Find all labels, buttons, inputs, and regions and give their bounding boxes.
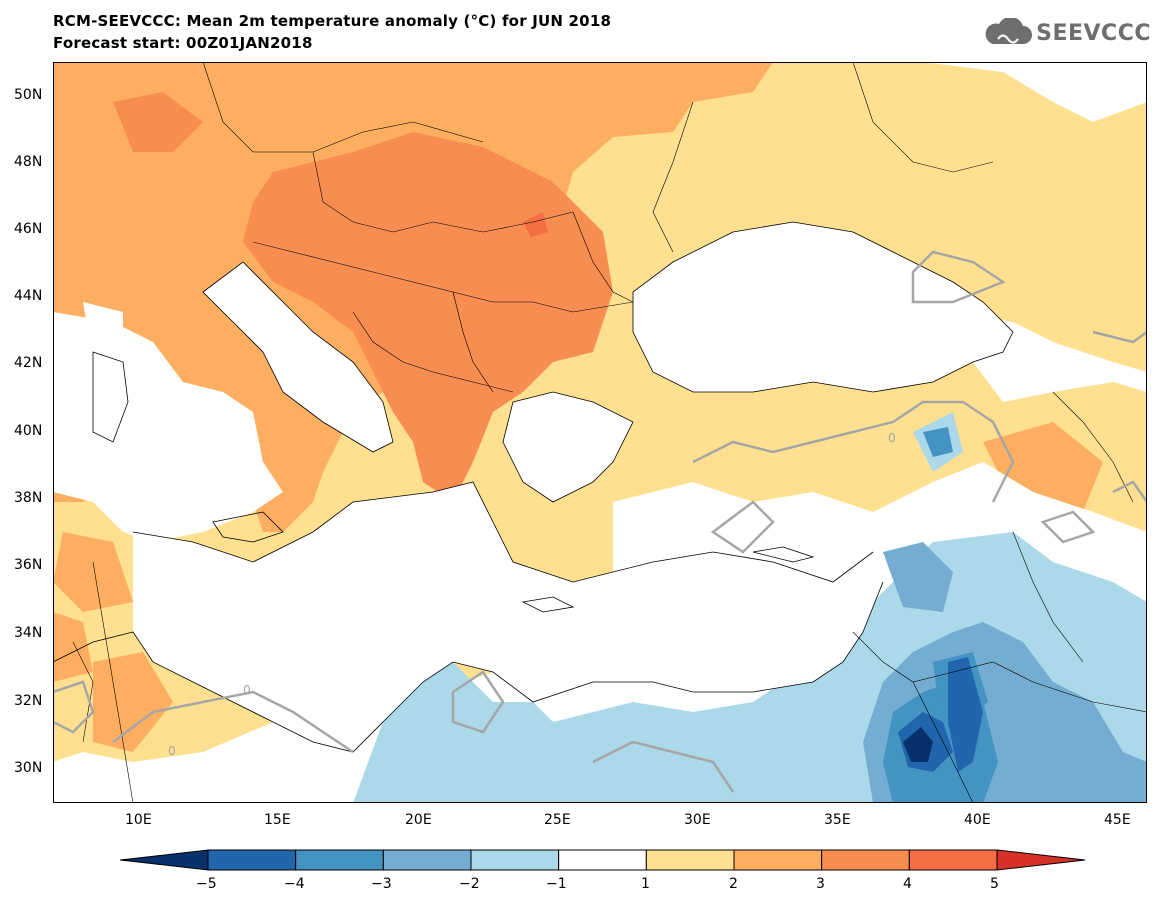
lon-label: 10E [125, 812, 152, 828]
contour-label: 0 [243, 683, 251, 697]
colorbar-tick-label: 4 [903, 876, 912, 892]
colorbar-swatch [733, 849, 823, 871]
colorbar-tick-label: 3 [816, 876, 825, 892]
seevccc-logo: SEEVCCC [981, 18, 1151, 48]
mediterranean-sea [133, 482, 883, 752]
lat-label: 48N [14, 154, 43, 170]
colorbar-max-arrow [996, 849, 1086, 871]
cloud-icon [985, 18, 1033, 44]
lon-label: 20E [405, 812, 432, 828]
anomaly-minus2-minus3-region [883, 542, 953, 612]
anomaly-2-3-region [53, 532, 133, 612]
lon-label: 35E [824, 812, 851, 828]
lat-label: 46N [14, 221, 43, 237]
lon-label: 25E [544, 812, 571, 828]
anomaly-minus4-minus5-region [948, 657, 983, 772]
colorbar-swatch [207, 849, 297, 871]
colorbar-tick-label: −5 [196, 876, 217, 892]
adriatic-sea [203, 262, 393, 452]
lat-label: 34N [14, 625, 43, 641]
colorbar-swatch [382, 849, 472, 871]
anomaly-3-4-region [113, 92, 203, 152]
lat-label: 42N [14, 355, 43, 371]
colorbar-swatch [645, 849, 735, 871]
colorbar-tick-label: −4 [284, 876, 305, 892]
colorbar-tick-label: −3 [371, 876, 392, 892]
coastlines [53, 221, 1014, 753]
colorbar-tick-label: −1 [546, 876, 567, 892]
anomaly-2-3-region [53, 612, 93, 682]
lat-label: 36N [14, 557, 43, 573]
lat-label: 30N [14, 760, 43, 776]
contour-label: 0 [168, 744, 176, 758]
colorbar-swatch [295, 849, 384, 871]
anomaly-map: 0 0 0 [53, 62, 1147, 803]
colorbar-swatch [908, 849, 998, 871]
ligurian-sea [83, 302, 123, 362]
colorbar-tick-label: −2 [459, 876, 480, 892]
colorbar-swatch [821, 849, 910, 871]
colorbar-swatch [470, 849, 560, 871]
sea-of-azov [813, 252, 873, 282]
colorbar-tick-label: 1 [641, 876, 650, 892]
lon-label: 40E [964, 812, 991, 828]
anomaly-2-3-region [93, 652, 173, 752]
anomaly-below-minus5-region [903, 727, 933, 762]
forecast-start-label: Forecast start: 00Z01JAN2018 [53, 34, 313, 52]
map-title: RCM-SEEVCCC: Mean 2m temperature anomaly… [53, 12, 612, 30]
lat-label: 50N [14, 87, 43, 103]
lon-label: 15E [264, 812, 291, 828]
logo-text: SEEVCCC [1036, 20, 1151, 46]
lon-label: 45E [1104, 812, 1131, 828]
anomaly-neutral-region [773, 62, 1147, 122]
lat-label: 44N [14, 288, 43, 304]
anomaly-minus2-minus3-region [923, 427, 953, 457]
contour-label: 0 [888, 431, 896, 445]
lat-label: 32N [14, 693, 43, 709]
lat-label: 40N [14, 423, 43, 439]
zero-contours [53, 250, 1147, 793]
colorbar-tick-label: 5 [990, 876, 999, 892]
anomaly-4-5-region [523, 212, 548, 237]
country-borders [72, 62, 1147, 803]
tyrrhenian-sea [53, 312, 283, 542]
map-frame [53, 62, 1147, 803]
lat-label: 38N [14, 490, 43, 506]
colorbar-swatch [558, 849, 647, 871]
lon-label: 30E [684, 812, 711, 828]
colorbar-min-arrow [119, 849, 209, 871]
colorbar-tick-label: 2 [729, 876, 738, 892]
